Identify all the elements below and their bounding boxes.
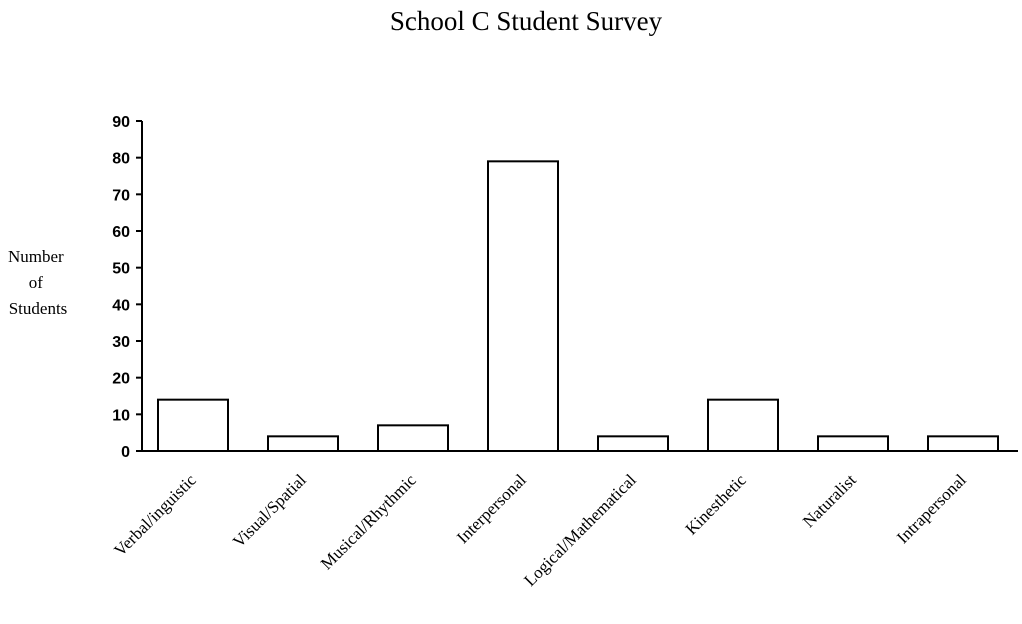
x-tick-label: Visual/Spatial (229, 470, 310, 551)
y-tick-label: 40 (112, 297, 130, 314)
x-tick-label: Intrapersonal (893, 470, 970, 547)
y-tick-label: 70 (112, 187, 130, 204)
y-tick-label: 20 (112, 371, 130, 388)
y-axis-label-line: of (29, 273, 44, 292)
x-tick-label: Verbal/inguistic (110, 470, 200, 560)
bars (157, 160, 999, 453)
y-tick-label: 90 (112, 114, 130, 131)
bar (267, 435, 339, 453)
chart-title: School C Student Survey (390, 6, 663, 36)
x-tick-label: Logical/Mathematical (520, 470, 640, 590)
y-tick-label: 30 (112, 334, 130, 351)
x-tick-label: Interpersonal (453, 470, 530, 547)
y-tick-label: 60 (112, 224, 130, 241)
y-axis-ticks: 0 10 20 30 40 50 60 70 80 90 (112, 114, 142, 461)
bar (707, 398, 779, 452)
bar (927, 435, 999, 453)
bar (487, 160, 559, 452)
y-axis-label: Number of Students (8, 247, 68, 318)
x-tick-label: Kinesthetic (682, 470, 751, 539)
y-tick-label: 10 (112, 407, 130, 424)
x-axis-tick-labels: Verbal/inguistic Visual/Spatial Musical/Rh… (110, 470, 970, 590)
y-axis-label-line: Number (8, 247, 64, 266)
bar (817, 435, 889, 453)
y-tick-label: 0 (121, 444, 130, 461)
bar (377, 424, 449, 453)
x-tick-label: Naturalist (799, 470, 860, 531)
x-tick-label: Musical/Rhythmic (317, 470, 420, 573)
bar (597, 435, 669, 453)
y-tick-label: 80 (112, 151, 130, 168)
bar (157, 398, 229, 452)
y-tick-label: 50 (112, 261, 130, 278)
y-axis-label-line: Students (9, 299, 68, 318)
